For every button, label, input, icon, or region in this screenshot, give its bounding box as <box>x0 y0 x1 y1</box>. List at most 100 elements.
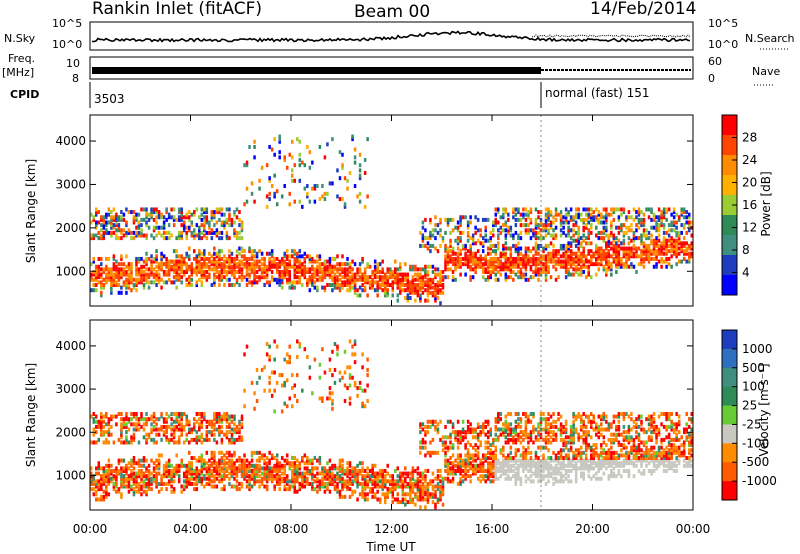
power-cell <box>100 282 103 287</box>
power-cell <box>431 285 435 290</box>
power-cell <box>497 243 500 248</box>
velocity-cell <box>507 474 510 479</box>
power-cell <box>439 282 442 287</box>
velocity-cell <box>213 422 216 427</box>
power-cell <box>172 264 176 269</box>
power-cell <box>122 228 126 233</box>
power-cell <box>298 178 302 183</box>
power-cell <box>155 207 158 212</box>
power-cell <box>92 215 96 220</box>
power-cell <box>579 267 583 272</box>
power-cell <box>95 212 98 217</box>
power-cell <box>363 204 367 209</box>
power-cell <box>187 210 191 215</box>
power-cell <box>524 207 528 212</box>
velocity-cell <box>343 479 347 484</box>
velocity-cell <box>180 427 183 432</box>
power-cell <box>537 223 540 228</box>
power-cell <box>358 267 362 272</box>
velocity-cell <box>285 360 289 365</box>
velocity-cell <box>177 468 181 473</box>
velocity-cell <box>378 497 382 502</box>
velocity-cell <box>441 476 445 481</box>
power-cell <box>589 223 593 228</box>
velocity-cell <box>361 487 364 492</box>
power-cell <box>474 269 477 274</box>
velocity-cell <box>461 458 465 463</box>
velocity-cell <box>414 502 417 507</box>
power-cell <box>353 280 357 285</box>
velocity-cell <box>378 468 382 473</box>
power-cell <box>499 267 503 272</box>
velocity-cell <box>150 417 153 422</box>
power-cell <box>489 251 492 256</box>
velocity-cell <box>376 484 379 489</box>
power-cell <box>293 269 297 274</box>
velocity-cell <box>481 427 485 432</box>
power-cell <box>285 269 289 274</box>
velocity-cell <box>177 422 181 427</box>
velocity-cell <box>160 487 163 492</box>
power-cell <box>248 275 251 280</box>
power-cell <box>424 272 427 277</box>
power-cell <box>524 223 528 228</box>
velocity-cell <box>381 487 384 492</box>
velocity-cell <box>293 489 297 494</box>
power-cell <box>622 241 626 246</box>
velocity-cell <box>130 417 133 422</box>
power-cell <box>655 251 658 256</box>
velocity-cell <box>311 461 314 466</box>
velocity-cell <box>288 463 291 468</box>
power-cell <box>640 217 643 222</box>
power-cell <box>285 272 289 277</box>
velocity-cell <box>107 471 111 476</box>
velocity-cell <box>132 471 136 476</box>
velocity-cell <box>313 474 317 479</box>
power-cell <box>110 282 113 287</box>
power-cell <box>637 212 641 217</box>
power-cell <box>115 275 118 280</box>
power-cell <box>534 220 538 225</box>
velocity-cell <box>165 417 168 422</box>
power-cell <box>660 212 663 217</box>
velocity-cell <box>155 440 158 445</box>
power-cell <box>356 288 359 293</box>
power-cell <box>682 251 686 256</box>
velocity-cell <box>383 492 387 497</box>
velocity-cell <box>441 440 445 445</box>
velocity-cell <box>361 489 364 494</box>
power-cell <box>157 210 161 215</box>
power-cell <box>278 269 281 274</box>
velocity-cell <box>444 440 447 445</box>
power-cell <box>419 282 422 287</box>
power-cell <box>363 275 367 280</box>
velocity-cell <box>366 497 369 502</box>
velocity-cell <box>474 430 477 435</box>
power-cell <box>120 272 123 277</box>
velocity-cell <box>90 474 93 479</box>
velocity-cell <box>162 481 166 486</box>
velocity-cell <box>285 479 289 484</box>
power-cell <box>471 262 475 267</box>
velocity-cell <box>399 474 402 479</box>
power-cell <box>316 272 319 277</box>
power-cell <box>117 215 121 220</box>
power-cell <box>471 238 475 243</box>
power-cell <box>117 236 121 241</box>
power-cell <box>223 220 226 225</box>
power-cell <box>544 264 548 269</box>
velocity-cell <box>140 479 143 484</box>
velocity-cell <box>152 437 156 442</box>
velocity-cell <box>137 468 141 473</box>
power-cell <box>544 220 548 225</box>
velocity-cell <box>275 479 279 484</box>
velocity-cell <box>353 479 357 484</box>
velocity-cell <box>235 484 239 489</box>
power-cell <box>273 191 276 196</box>
velocity-cell <box>200 411 204 416</box>
velocity-cell <box>376 479 379 484</box>
power-cell <box>167 212 171 217</box>
velocity-cell <box>117 487 121 492</box>
power-cell <box>97 220 101 225</box>
velocity-cell <box>439 497 442 502</box>
